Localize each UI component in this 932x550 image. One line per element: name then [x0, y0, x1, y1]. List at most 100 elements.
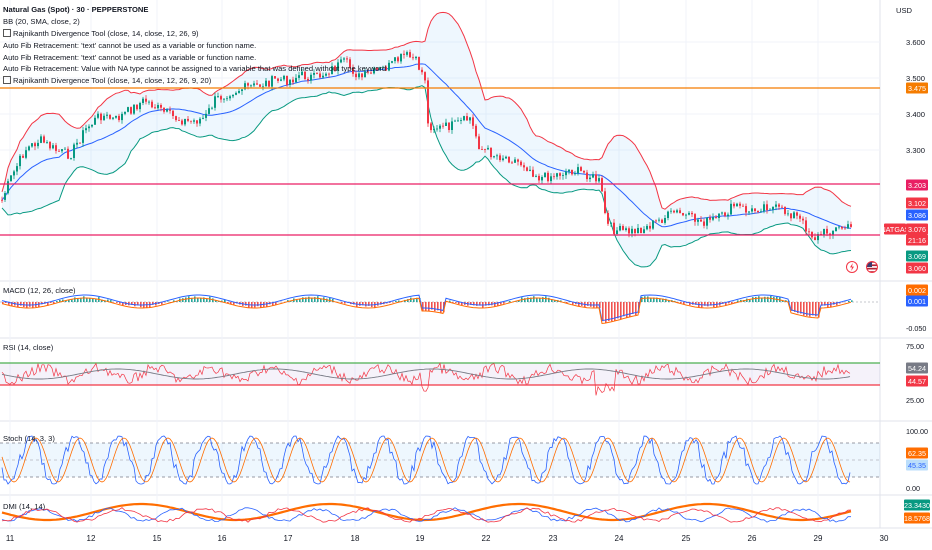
macd-hist-bar: [407, 299, 409, 302]
us-flag-icon[interactable]: [866, 261, 878, 275]
legend-line-divergence[interactable]: Rajnikanth Divergence Tool (close, 14, c…: [3, 28, 386, 40]
candle-body: [136, 104, 138, 110]
candle-body: [256, 83, 258, 85]
macd-hist-bar: [497, 302, 499, 306]
candle-body: [109, 114, 111, 119]
price-tick-label: 3.500: [906, 74, 925, 83]
macd-hist-bar: [431, 302, 433, 310]
legend-line-divergence2[interactable]: Rajnikanth Divergence Tool (close, 14, c…: [3, 75, 386, 87]
macd-hist-bar: [275, 302, 277, 305]
candle-body: [619, 226, 621, 231]
candle-body: [337, 62, 339, 71]
macd-hist-bar: [344, 302, 346, 304]
candle-body: [799, 215, 801, 219]
macd-hist-bar: [212, 298, 214, 302]
candle-body: [451, 121, 453, 130]
macd-hist-bar: [830, 302, 832, 308]
legend-line-bb[interactable]: BB (20, SMA, close, 2): [3, 16, 80, 26]
candle-body: [241, 89, 243, 91]
chart-legend: Natural Gas (Spot) · 30 · PEPPERSTONE BB…: [3, 4, 386, 87]
tag-macd-2: 0.001: [908, 297, 926, 306]
stoch-tick-top: 100.00: [906, 427, 928, 436]
macd-hist-bar: [680, 302, 682, 304]
candle-body: [115, 115, 117, 118]
candle-body: [262, 86, 264, 88]
lightning-icon[interactable]: [846, 261, 858, 275]
currency-label[interactable]: USD: [896, 6, 913, 15]
macd-hist-bar: [185, 297, 187, 302]
square-icon: [3, 76, 11, 85]
macd-hist-bar: [824, 302, 826, 306]
dmi-label[interactable]: DMI (14, 14): [3, 502, 46, 511]
candle-body: [781, 206, 783, 208]
macd-hist-bar: [767, 296, 769, 302]
macd-hist-bar: [398, 300, 400, 302]
macd-signal-line: [1, 297, 852, 325]
macd-hist-bar: [740, 299, 742, 302]
candle-body: [487, 147, 489, 150]
candle-body: [736, 203, 738, 207]
macd-hist-bar: [245, 302, 247, 306]
macd-hist-bar: [821, 302, 823, 306]
candle-body: [712, 217, 714, 220]
candle-body: [793, 212, 795, 219]
macd-hist-bar: [539, 298, 541, 302]
macd-hist-bar: [617, 302, 619, 319]
candle-body: [46, 142, 48, 143]
candle-body: [265, 80, 267, 87]
macd-hist-bar: [725, 302, 727, 306]
candle-body: [526, 167, 528, 171]
candle-body: [433, 128, 435, 131]
candle-body: [673, 210, 675, 213]
macd-hist-bar: [137, 302, 139, 306]
candle-body: [328, 73, 330, 75]
macd-hist-bar: [473, 302, 475, 306]
macd-label[interactable]: MACD (12, 26, close): [3, 286, 76, 295]
candle-body: [724, 212, 726, 216]
macd-hist-bar: [77, 298, 79, 302]
macd-hist-bar: [173, 300, 175, 302]
candle-body: [796, 212, 798, 216]
macd-hist-bar: [509, 301, 511, 302]
tag-stoch-2: 45.35: [908, 461, 926, 470]
candle-body: [625, 228, 627, 230]
candle-body: [301, 71, 303, 76]
candle-body: [232, 94, 234, 97]
candle-body: [64, 148, 66, 150]
rsi-label[interactable]: RSI (14, close): [3, 343, 54, 352]
rsi-tick-bottom: 25.00: [906, 396, 924, 405]
bb-fill: [2, 12, 851, 267]
macd-hist-bar: [527, 297, 529, 302]
time-tick-label: 16: [218, 534, 227, 543]
tag-fib-bg: [906, 82, 928, 94]
candle-body: [94, 117, 96, 125]
macd-hist-bar: [71, 299, 73, 302]
candle-body: [727, 214, 729, 216]
legend-line-fib2[interactable]: Auto Fib Retracement: 'text' cannot be u…: [3, 52, 257, 62]
macd-hist-bar: [287, 300, 289, 302]
macd-hist-bar: [551, 299, 553, 302]
macd-hist-bar: [206, 298, 208, 302]
stoch-label[interactable]: Stoch (14, 3, 3): [3, 434, 55, 443]
macd-hist-bar: [200, 298, 202, 302]
candle-body: [844, 228, 846, 230]
candle-body: [58, 150, 60, 152]
candle-body: [484, 149, 486, 150]
candle-body: [151, 101, 153, 108]
candle-body: [502, 158, 504, 161]
candle-body: [775, 204, 777, 207]
tag-bb-lower-bg: [906, 250, 928, 262]
bb-basis-line: [1, 63, 852, 229]
candle-body: [823, 228, 825, 236]
macd-hist-bar: [302, 297, 304, 302]
legend-line-fib1[interactable]: Auto Fib Retracement: 'text' cannot be u…: [3, 40, 257, 50]
macd-hist-bar: [623, 302, 625, 317]
legend-line-fib3[interactable]: Auto Fib Retracement: Value with NA type…: [3, 64, 387, 74]
candle-body: [124, 111, 126, 114]
candle-body: [364, 71, 366, 78]
candle-body: [499, 155, 501, 161]
macd-hist-bar: [803, 302, 805, 316]
macd-hist-bar: [437, 302, 439, 311]
macd-hist-bar: [815, 302, 817, 317]
